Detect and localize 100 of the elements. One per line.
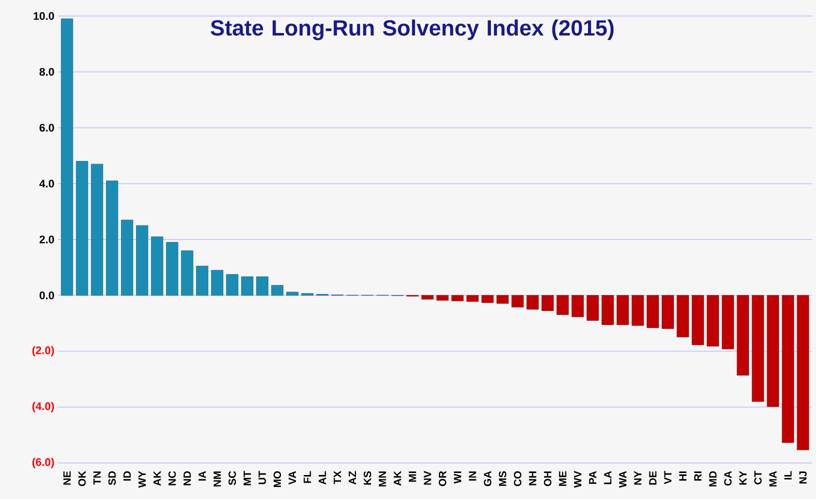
bar xyxy=(226,274,238,296)
bar xyxy=(736,295,749,376)
bar xyxy=(782,295,794,443)
x-tick-label: GA xyxy=(484,471,492,486)
x-tick-label: MI xyxy=(408,472,416,482)
x-tick-label: KS xyxy=(364,471,372,485)
bar xyxy=(196,266,208,296)
bar xyxy=(586,295,599,321)
x-tick-label: SD xyxy=(108,471,116,486)
x-tick-label: CT xyxy=(754,470,762,484)
x-tick-label: MT xyxy=(244,470,251,486)
bar xyxy=(496,295,509,304)
y-tick-label: 4.0 xyxy=(39,180,54,188)
x-tick-label: OH xyxy=(544,472,552,486)
bar xyxy=(556,295,569,315)
bar xyxy=(646,295,659,328)
y-tick-label: (2.0) xyxy=(32,346,54,356)
x-tick-label: NJ xyxy=(799,472,807,484)
bar xyxy=(526,295,539,310)
bar xyxy=(60,18,74,296)
x-tick-label: VA xyxy=(288,471,296,485)
bar xyxy=(466,295,479,302)
x-tick-label: ND xyxy=(184,471,191,486)
y-tick-label: 8.0 xyxy=(40,68,54,76)
x-tick-label: TX xyxy=(334,470,341,484)
x-tick-label: ID xyxy=(123,471,131,481)
bar xyxy=(512,295,524,308)
x-tick-label: WV xyxy=(574,470,582,488)
x-tick-label: PA xyxy=(589,471,596,484)
x-tick-label: UT xyxy=(258,470,266,484)
x-tick-label: WY xyxy=(138,470,146,488)
x-tick-label: MD xyxy=(709,471,716,486)
bar xyxy=(542,295,554,311)
bar xyxy=(572,295,584,318)
x-tick-label: WA xyxy=(619,471,626,488)
x-tick-label: AL xyxy=(318,471,326,485)
x-tick-label: NH xyxy=(529,472,536,486)
bar xyxy=(676,295,689,338)
x-tick-label: RI xyxy=(694,472,702,481)
x-tick-label: NV xyxy=(424,470,432,485)
bar xyxy=(241,276,254,296)
x-tick-label: WI xyxy=(454,472,462,484)
x-tick-label: CO xyxy=(514,471,522,486)
x-tick-label: AK xyxy=(154,470,161,486)
bar xyxy=(752,295,764,402)
bar xyxy=(632,295,644,326)
bar xyxy=(211,270,224,296)
y-tick-label: 6.0 xyxy=(40,124,54,132)
x-tick-label: DE xyxy=(649,471,656,485)
x-tick-label: MA xyxy=(769,471,777,486)
x-tick-label: OR xyxy=(438,471,446,486)
x-tick-label: TN xyxy=(93,472,101,485)
y-tick-label: (4.0) xyxy=(32,402,54,412)
bar xyxy=(286,292,298,296)
x-tick-label: CA xyxy=(724,471,732,486)
bar xyxy=(722,295,734,350)
bar xyxy=(166,242,178,296)
bar xyxy=(136,225,148,296)
chart-title: State Long-Run Solvency Index (2015) xyxy=(210,20,614,40)
x-tick-label: IN xyxy=(468,472,476,481)
x-tick-label: SC xyxy=(228,471,236,486)
bar xyxy=(766,295,780,407)
x-tick-label: FL xyxy=(304,471,311,483)
bar xyxy=(436,295,449,301)
x-tick-label: AK xyxy=(394,470,402,486)
x-tick-label: KY xyxy=(739,470,747,485)
y-tick-label: 0.0 xyxy=(40,291,54,300)
x-tick-label: ME xyxy=(559,471,566,486)
x-tick-label: MO xyxy=(274,471,282,488)
bar xyxy=(706,295,719,346)
bar xyxy=(616,295,629,325)
x-tick-label: NE xyxy=(63,471,71,485)
bar xyxy=(602,295,614,325)
bar xyxy=(692,295,704,346)
bar xyxy=(151,236,164,296)
x-tick-label: NC xyxy=(168,471,176,486)
bar xyxy=(121,220,134,296)
bar xyxy=(271,285,284,296)
bar xyxy=(796,295,810,450)
x-tick-label: VT xyxy=(664,470,672,484)
x-tick-label: HI xyxy=(679,472,686,481)
x-tick-label: IA xyxy=(198,471,206,481)
x-tick-label: NM xyxy=(214,472,221,486)
x-tick-label: LA xyxy=(604,471,612,484)
x-tick-label: AZ xyxy=(348,471,356,485)
bar xyxy=(662,295,674,329)
x-tick-label: OK xyxy=(78,470,86,486)
bar xyxy=(482,295,494,303)
y-tick-label: 10.0 xyxy=(34,12,54,20)
bar xyxy=(451,295,464,302)
bar xyxy=(76,161,88,296)
y-tick-label: 2.0 xyxy=(40,236,54,244)
bar xyxy=(256,276,268,296)
x-tick-label: MN xyxy=(378,472,386,486)
bar xyxy=(106,180,118,296)
bar xyxy=(181,250,194,296)
x-tick-label: IL xyxy=(784,471,792,480)
bar xyxy=(90,164,104,296)
y-tick-label: (6.0) xyxy=(32,458,54,468)
bar xyxy=(421,295,434,300)
